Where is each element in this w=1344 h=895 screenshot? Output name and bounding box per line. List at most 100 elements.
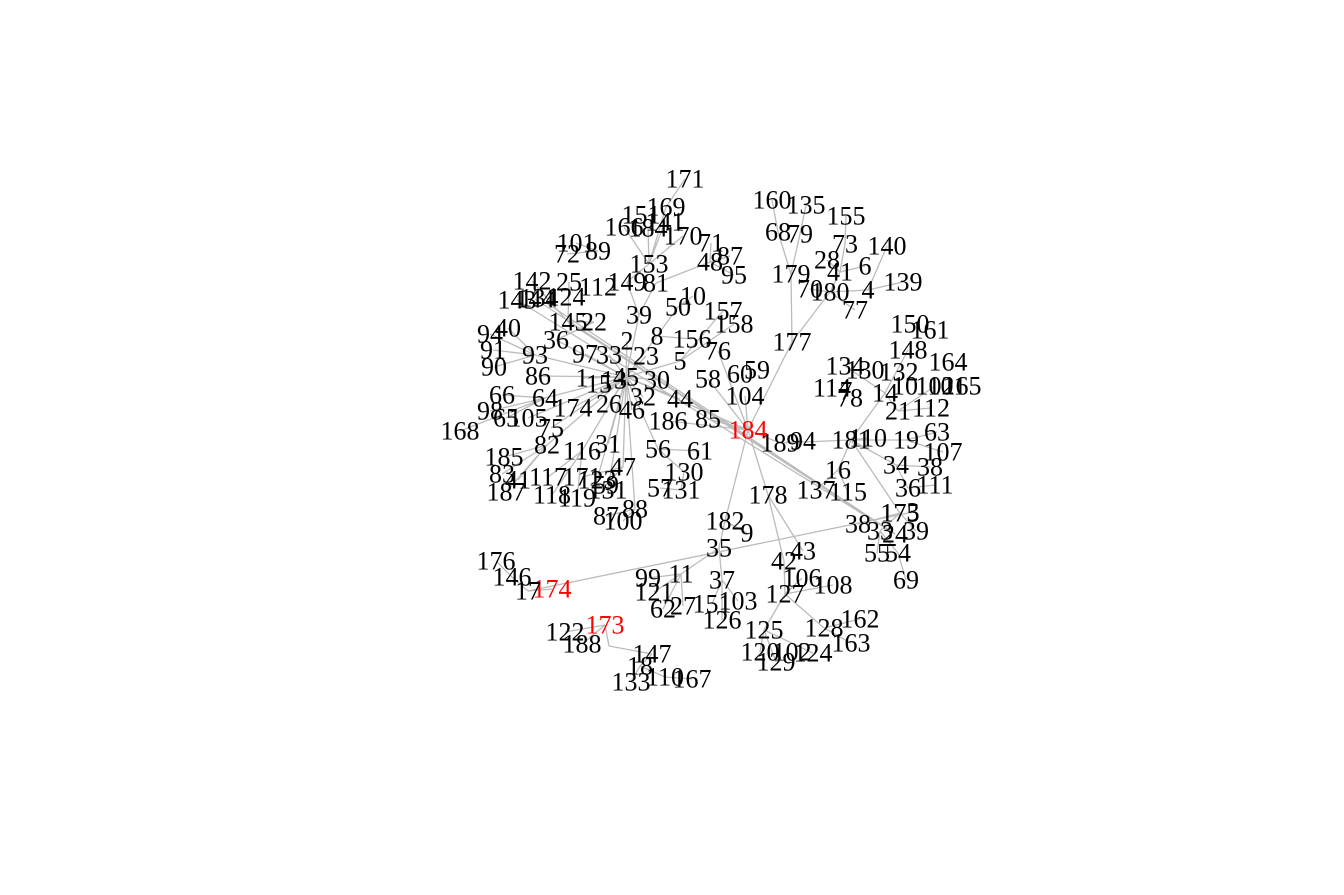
graph-edge (747, 341, 793, 431)
graph-edge (511, 576, 529, 592)
node-label: 106 (783, 564, 822, 593)
node-label: 27 (670, 592, 696, 621)
node-label: 119 (558, 484, 596, 513)
graph-edge (492, 349, 536, 356)
node-label: 141 (646, 208, 685, 237)
node-label: 91 (480, 336, 506, 365)
node-label: 171 (666, 165, 705, 194)
node-label: 13 (601, 366, 627, 395)
node-label: 62 (650, 595, 676, 624)
node-label: 171 (563, 463, 602, 492)
node-label: 66 (489, 381, 515, 410)
graph-edge (779, 439, 852, 444)
node-label: 181 (832, 426, 871, 455)
graph-edge (547, 450, 583, 478)
node-label: 110 (849, 424, 887, 453)
node-label: 124 (547, 283, 586, 312)
node-label: 143 (498, 286, 537, 315)
node-label: 129 (757, 648, 796, 677)
node-label: 153 (630, 250, 669, 279)
node-label: 14 (872, 379, 898, 408)
graph-edge (895, 464, 909, 489)
node-label: 126 (703, 606, 742, 635)
graph-edge (718, 520, 726, 549)
node-label: 19 (893, 426, 919, 455)
node-label: 93 (522, 341, 548, 370)
graph-edge (459, 397, 546, 432)
node-label: 105 (509, 404, 548, 433)
node-label: 174 (554, 394, 593, 423)
node-label: 33 (596, 341, 622, 370)
node-label: 147 (633, 640, 672, 669)
node-label: 17 (515, 577, 541, 606)
graph-edge (656, 306, 679, 337)
graph-edge (899, 512, 917, 532)
graph-edge (680, 547, 720, 575)
node-label: 5 (674, 347, 687, 376)
graph-edge (784, 584, 834, 595)
node-label: 10 (892, 372, 918, 401)
graph-edge (648, 235, 684, 265)
graph-edge (581, 466, 624, 478)
graph-edge (531, 280, 569, 323)
node-label: 114 (813, 374, 851, 403)
graph-edge (575, 242, 599, 252)
graph-edge (771, 199, 779, 233)
node-label: 48 (697, 248, 723, 277)
graph-edge (884, 349, 909, 394)
node-label: 132 (880, 358, 919, 387)
graph-edge (581, 624, 606, 645)
graph-edge (763, 593, 786, 631)
graph-edge (505, 397, 546, 419)
graph-edge (639, 653, 653, 667)
node-label: 85 (695, 405, 721, 434)
graph-edge (709, 261, 735, 276)
graph-edge (626, 263, 650, 283)
node-label: 15 (586, 370, 612, 399)
node-label: 115 (829, 478, 867, 507)
graph-edge (839, 243, 846, 273)
node-label: 50 (665, 293, 691, 322)
graph-edge (623, 226, 650, 265)
graph-edge (555, 321, 595, 341)
graph-edge (709, 242, 712, 263)
node-label: 36 (895, 474, 921, 503)
graph-edge (656, 335, 693, 340)
node-label: 180 (811, 278, 850, 307)
node-label: 24 (882, 520, 908, 549)
graph-edge (844, 365, 886, 394)
graph-edge (564, 624, 606, 633)
graph-edge (783, 560, 786, 595)
graph-edge (677, 295, 694, 308)
node-label: 102 (916, 372, 955, 401)
graph-edge (679, 310, 724, 362)
graph-edge (897, 385, 936, 412)
node-label: 118 (533, 481, 571, 510)
graph-edge (625, 376, 658, 381)
node-label: 23 (633, 342, 659, 371)
graph-edge (604, 624, 610, 647)
node-label: 58 (695, 365, 721, 394)
graph-edge (551, 450, 583, 496)
graph-edge (493, 354, 536, 368)
node-label: 173 (586, 611, 625, 640)
graph-edge (605, 508, 636, 517)
node-label: 110 (646, 663, 684, 692)
node-label: 120 (741, 638, 780, 667)
node-label: 41 (827, 258, 853, 287)
node-label: 151 (693, 590, 732, 619)
node-label: 150 (891, 310, 930, 339)
node-label: 70 (797, 275, 823, 304)
graph-edge (664, 676, 693, 680)
node-label: 37 (709, 566, 735, 595)
node-label: 142 (513, 267, 552, 296)
graph-edge (829, 271, 841, 293)
graph-edge (501, 444, 548, 475)
graph-edge (680, 471, 685, 491)
node-label: 60 (727, 360, 753, 389)
node-label: 130 (846, 356, 885, 385)
node-label: 59 (744, 356, 770, 385)
graph-edge (501, 394, 546, 399)
graph-edge (622, 508, 636, 522)
graph-edge (844, 215, 847, 245)
